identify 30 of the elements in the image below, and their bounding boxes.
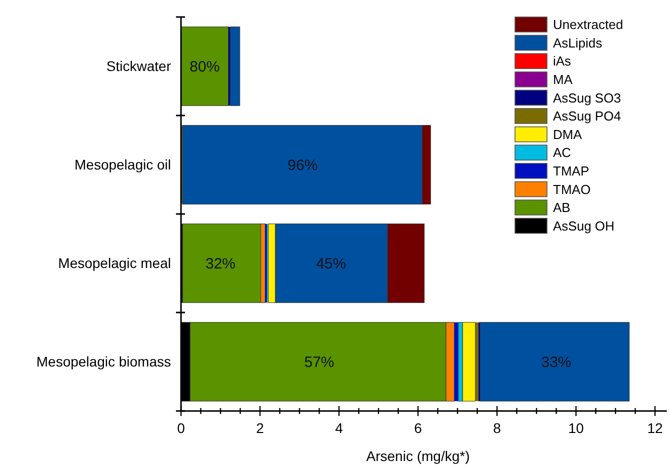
x-tick-label: 6 — [414, 420, 422, 436]
x-tick-label: 0 — [177, 420, 186, 436]
x-tick-label: 12 — [647, 420, 663, 436]
annotation: 96% — [288, 157, 318, 174]
annotation: 57% — [304, 354, 334, 371]
legend-label: iAs — [553, 54, 572, 69]
y-tick-label: Mesopelagic meal — [58, 255, 171, 272]
legend-label: TMAP — [553, 163, 590, 178]
legend-label: AsSug PO4 — [553, 108, 621, 124]
legend-label: AB — [553, 200, 570, 216]
annotation: 45% — [316, 256, 346, 272]
y-tick-label: Stickwater — [106, 58, 172, 74]
legend-label: AsSug OH — [553, 218, 614, 234]
legend-label: AsLipids — [553, 35, 603, 50]
y-tick-label: Mesopelagic oil — [74, 156, 171, 173]
x-tick-label: 4 — [335, 420, 344, 436]
legend-label: AsSug SO3 — [553, 90, 621, 106]
x-tick-label: 10 — [568, 420, 584, 436]
x-axis-title: Arsenic (mg/kg*) — [366, 448, 470, 464]
x-tick-label: 2 — [256, 420, 264, 436]
y-tick-label: Mesopelagic biomass — [36, 354, 171, 370]
legend-label: AC — [553, 145, 572, 160]
annotation: 32% — [205, 256, 236, 272]
legend-label: Unextracted — [553, 17, 624, 32]
legend-label: DMA — [553, 126, 582, 142]
legend-label: MA — [553, 72, 573, 87]
legend-label: TMAO — [553, 182, 591, 197]
annotation: 80% — [190, 58, 220, 76]
x-tick-label: 8 — [493, 420, 502, 436]
annotation: 33% — [541, 354, 572, 371]
